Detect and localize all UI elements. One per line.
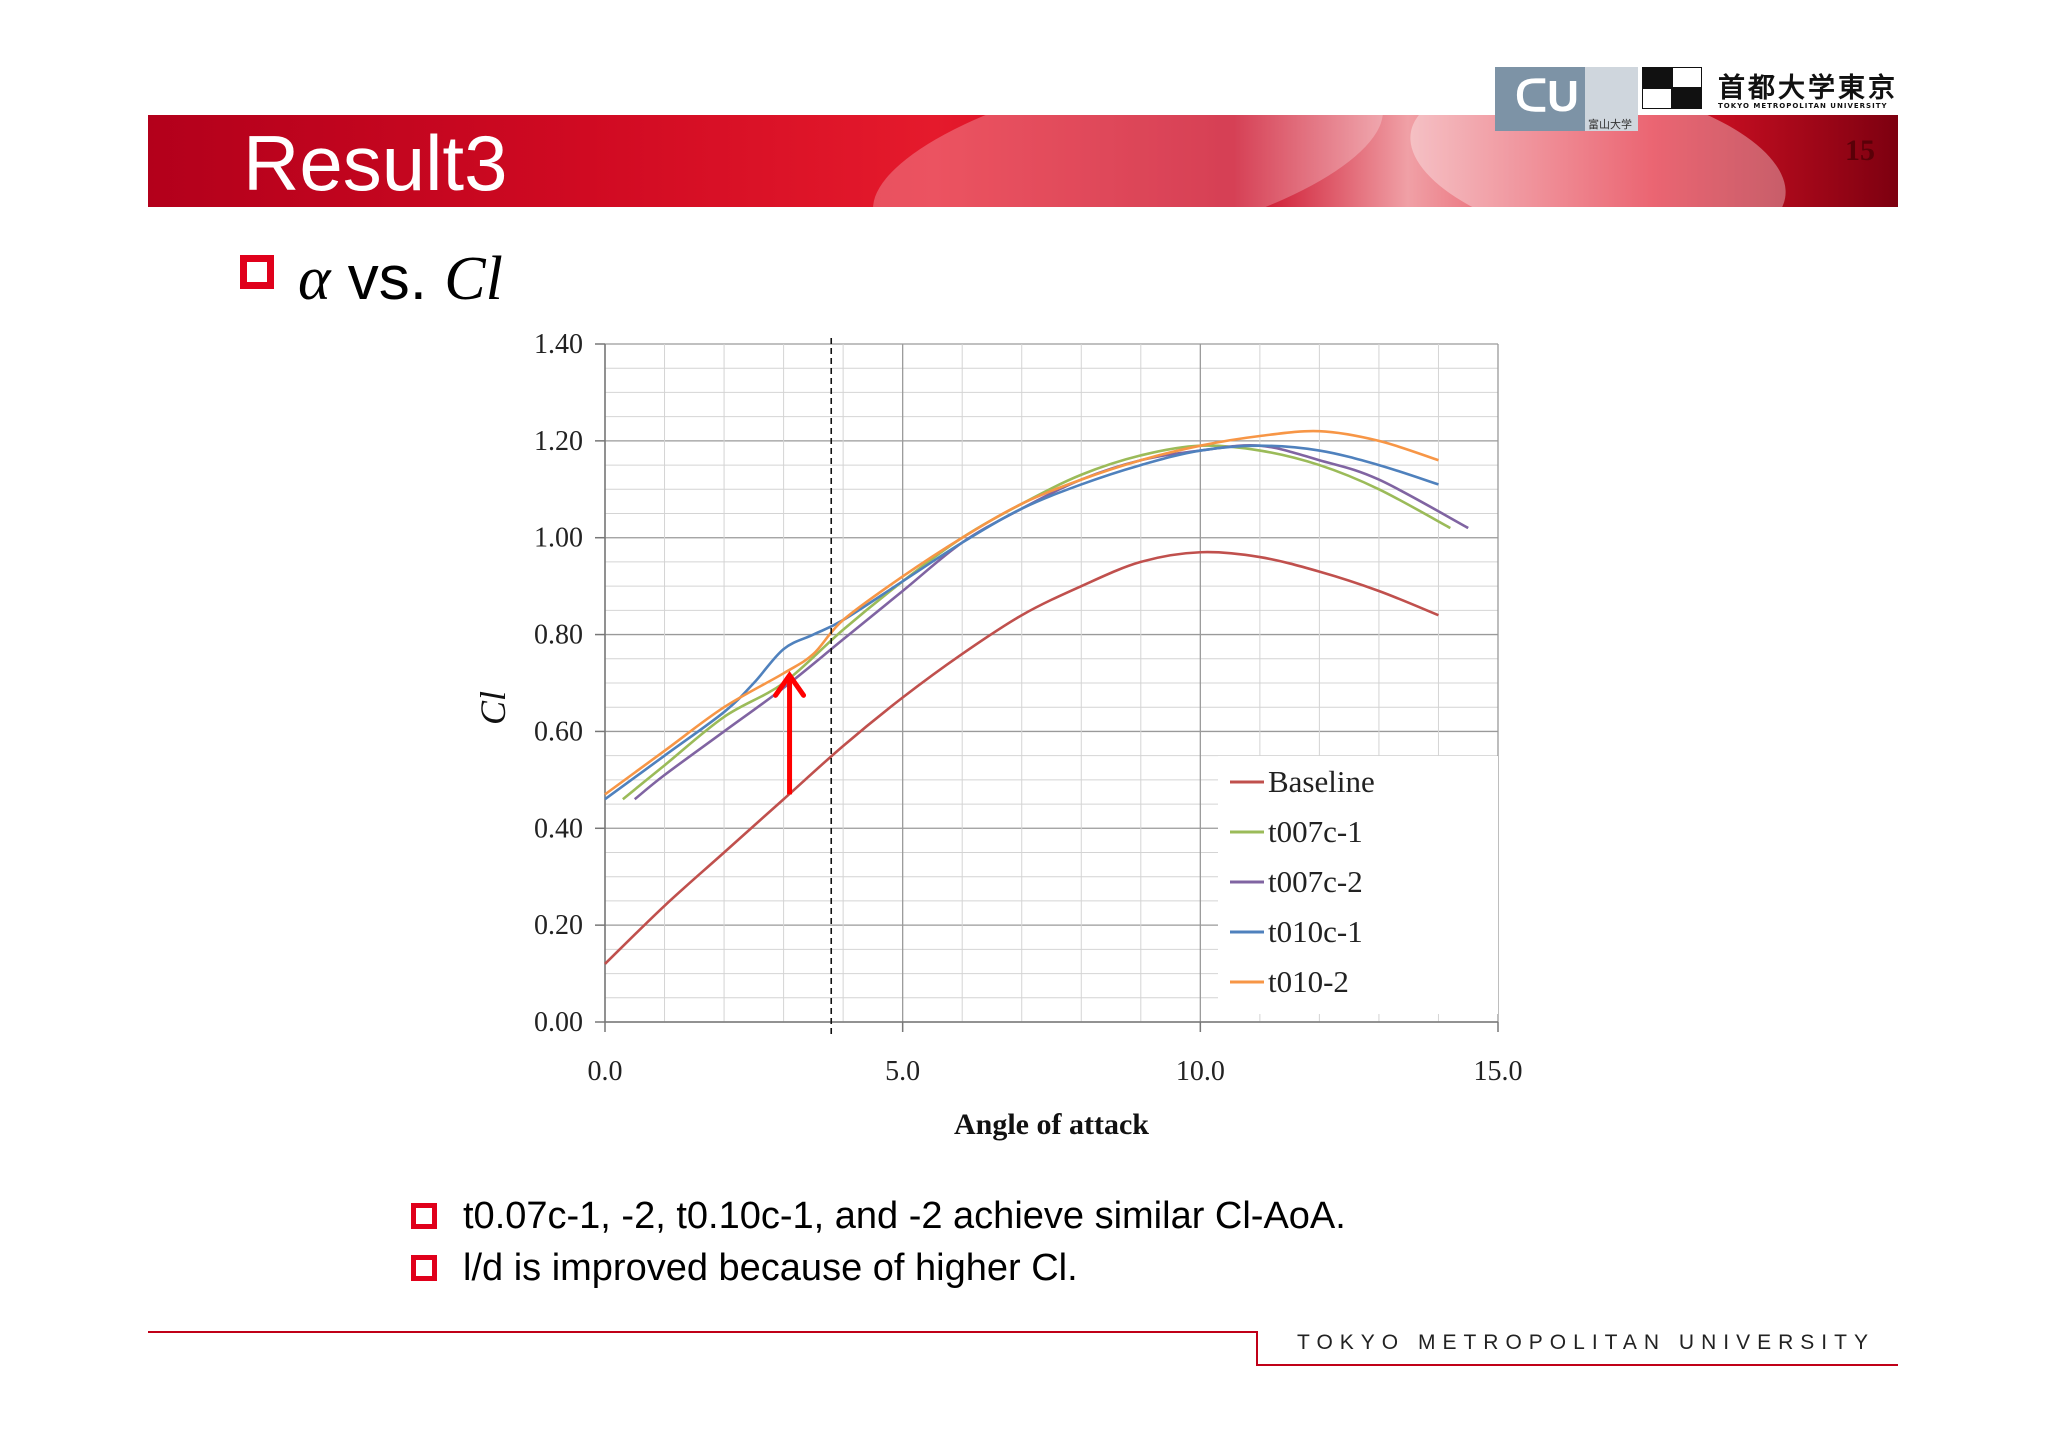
legend-label: t010-2 [1268, 964, 1349, 999]
note-item: l/d is improved because of higher Cl. [411, 1242, 1346, 1294]
footer-divider [1256, 1331, 1258, 1365]
legend-box [1218, 756, 1498, 1014]
u-logo-icon: ᑕU [1515, 72, 1579, 121]
slide-title: Result3 [243, 119, 508, 207]
bullet-square-icon [411, 1255, 437, 1281]
section-heading: α vs. Cl [298, 243, 503, 315]
y-tick-label: 1.40 [534, 329, 583, 360]
cl-vs-aoa-chart: 0.00 0.20 0.40 0.60 0.80 1.00 1.20 1.40 0.0 5.0 10… [473, 329, 1523, 1141]
legend-label: t007c-2 [1268, 864, 1363, 899]
y-tick-label: 0.20 [534, 910, 583, 941]
heading-vs: vs. [330, 244, 445, 313]
y-tick-label: 1.20 [534, 426, 583, 457]
chart-annotations [773, 338, 833, 1036]
partner-logo-text: 富山大学 [1588, 119, 1632, 131]
legend-label: Baseline [1268, 764, 1375, 799]
y-tick-label: 1.00 [534, 523, 583, 554]
heading-cl: Cl [444, 245, 503, 313]
footer-divider [1256, 1364, 1898, 1366]
y-axis-label: Cl [473, 691, 513, 725]
note-text: l/d is improved because of higher Cl. [463, 1246, 1078, 1289]
legend-label: t010c-1 [1268, 914, 1363, 949]
logo-gray-panel [1585, 67, 1638, 131]
tmu-checker-logo-icon [1642, 67, 1702, 109]
x-tick-label: 10.0 [1176, 1056, 1225, 1087]
x-axis-label: Angle of attack [954, 1108, 1149, 1141]
notes-list: t0.07c-1, -2, t0.10c-1, and -2 achieve s… [411, 1190, 1346, 1294]
chart-series [604, 429, 1469, 965]
x-tick-label: 5.0 [885, 1056, 920, 1087]
note-text: t0.07c-1, -2, t0.10c-1, and -2 achieve s… [463, 1194, 1346, 1237]
banner-swoosh [856, 115, 1400, 207]
red-arrow-head-icon [773, 670, 807, 698]
y-tick-label: 0.00 [534, 1007, 583, 1038]
legend-label: t007c-1 [1268, 814, 1363, 849]
tmu-name-jp: 首都大学東京 [1718, 73, 1898, 104]
note-item: t0.07c-1, -2, t0.10c-1, and -2 achieve s… [411, 1190, 1346, 1242]
series-line-t007c-1 [622, 444, 1451, 801]
heading-alpha: α [298, 245, 331, 313]
footer-university: TOKYO METROPOLITAN UNIVERSITY [1297, 1331, 1875, 1354]
chart-axes: 0.00 0.20 0.40 0.60 0.80 1.00 1.20 1.40 0.0 5.0 10… [473, 329, 1523, 1141]
x-tick-label: 0.0 [588, 1056, 623, 1087]
series-line-t010-2 [604, 429, 1439, 796]
tmu-name-en: TOKYO METROPOLITAN UNIVERSITY [1718, 102, 1888, 110]
bullet-square-icon [411, 1203, 437, 1229]
footer-divider [148, 1331, 1258, 1333]
series-line-baseline [604, 550, 1439, 965]
x-tick-label: 15.0 [1474, 1056, 1523, 1087]
y-tick-label: 0.40 [534, 813, 583, 844]
bullet-square-icon [240, 255, 274, 289]
slide-number: 15 [1845, 134, 1875, 167]
series-line-t007c-2 [633, 444, 1469, 801]
y-tick-label: 0.60 [534, 716, 583, 747]
chart-legend: Baseline t007c-1 t007c-2 t010c-1 t010-2 [1218, 756, 1498, 1014]
y-tick-label: 0.80 [534, 620, 583, 651]
